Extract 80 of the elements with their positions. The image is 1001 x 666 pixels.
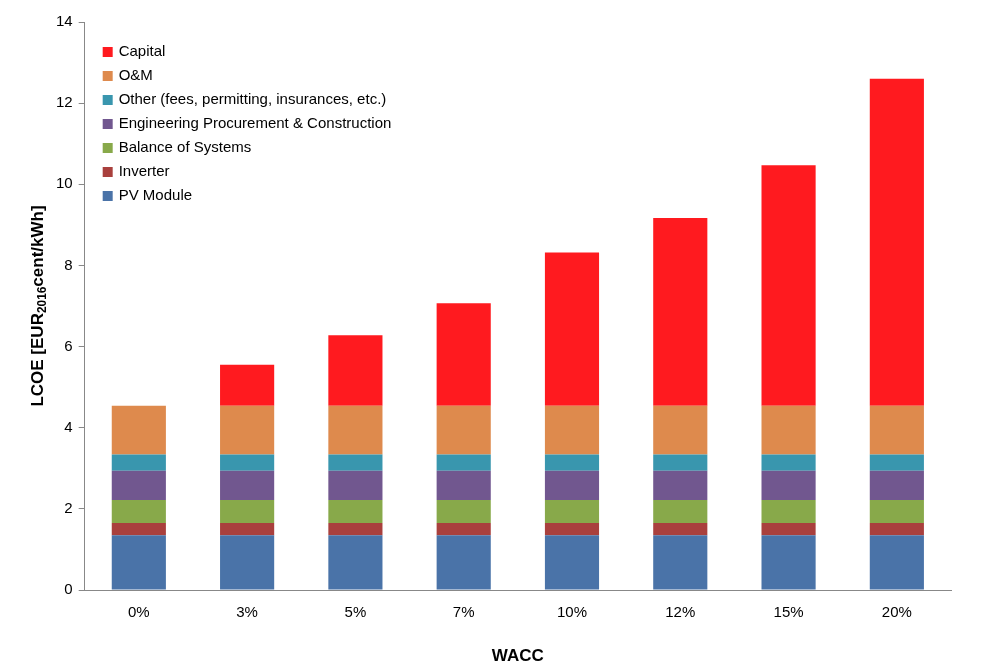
x-tick-label: 15% bbox=[773, 603, 804, 621]
bar bbox=[869, 78, 924, 406]
bar bbox=[869, 470, 924, 500]
x-tick-label: 20% bbox=[881, 603, 912, 621]
bar bbox=[111, 535, 166, 590]
bar bbox=[111, 405, 166, 455]
bar bbox=[328, 523, 383, 536]
bar bbox=[220, 364, 275, 406]
bar bbox=[436, 454, 491, 471]
legend-label: Inverter bbox=[118, 162, 170, 180]
bar bbox=[111, 470, 166, 500]
bar bbox=[328, 335, 383, 406]
legend-label: O&M bbox=[118, 66, 153, 84]
bar bbox=[653, 454, 708, 471]
x-tick-label: 12% bbox=[665, 603, 696, 621]
legend-label: Other (fees, permitting, insurances, etc.) bbox=[118, 90, 387, 108]
bar bbox=[111, 523, 166, 536]
bar bbox=[220, 535, 275, 590]
legend-label: Capital bbox=[118, 42, 166, 60]
bar bbox=[761, 454, 816, 471]
y-tick-label: 6 bbox=[64, 336, 73, 354]
x-tick-label: 10% bbox=[556, 603, 587, 621]
bar bbox=[111, 499, 166, 524]
bar bbox=[544, 454, 600, 471]
bar bbox=[544, 405, 600, 455]
bar bbox=[220, 454, 275, 471]
bar bbox=[328, 499, 383, 524]
legend-label: Balance of Systems bbox=[118, 138, 252, 156]
bar bbox=[761, 523, 816, 536]
bar bbox=[436, 303, 491, 406]
bar bbox=[544, 499, 600, 524]
bar bbox=[761, 470, 816, 500]
y-axis-title: LCOE [EUR2016cent/kWh] bbox=[27, 205, 50, 407]
bar bbox=[761, 165, 816, 406]
bar bbox=[653, 523, 708, 536]
bar bbox=[220, 405, 275, 455]
bar bbox=[436, 405, 491, 455]
bar bbox=[653, 405, 708, 455]
legend-label: PV Module bbox=[118, 186, 193, 204]
bar bbox=[653, 217, 708, 406]
x-tick-label: 3% bbox=[236, 603, 258, 621]
y-tick-label: 14 bbox=[56, 12, 73, 30]
bar bbox=[111, 454, 166, 471]
bar bbox=[869, 405, 924, 455]
x-tick-label: 7% bbox=[452, 603, 475, 621]
bar bbox=[869, 523, 924, 536]
bar bbox=[328, 405, 383, 455]
bar bbox=[869, 454, 924, 471]
x-axis-title: WACC bbox=[491, 645, 544, 665]
bar bbox=[544, 252, 600, 406]
bar bbox=[436, 499, 491, 524]
legend-label: Engineering Procurement & Construction bbox=[118, 114, 392, 132]
bar bbox=[220, 523, 275, 536]
y-tick-label: 4 bbox=[64, 417, 73, 435]
bar bbox=[436, 535, 491, 590]
y-tick-label: 0 bbox=[64, 580, 73, 598]
bar bbox=[869, 499, 924, 524]
bar bbox=[653, 535, 708, 590]
y-tick-label: 12 bbox=[56, 93, 73, 111]
bar bbox=[869, 535, 924, 590]
bar bbox=[436, 470, 491, 500]
bar bbox=[544, 535, 600, 590]
bar bbox=[328, 454, 383, 471]
bar bbox=[544, 470, 600, 500]
y-tick-label: 8 bbox=[64, 255, 73, 273]
y-tick-label: 2 bbox=[64, 499, 73, 516]
bar bbox=[436, 523, 491, 536]
bar bbox=[761, 405, 816, 455]
bar bbox=[653, 470, 708, 500]
bar bbox=[653, 499, 708, 524]
y-tick-label: 10 bbox=[56, 174, 73, 192]
x-tick-label: 5% bbox=[344, 603, 367, 621]
bar bbox=[761, 499, 816, 524]
bar bbox=[328, 470, 383, 500]
bar bbox=[328, 535, 383, 590]
bar bbox=[544, 523, 600, 536]
bar bbox=[761, 535, 816, 590]
bar bbox=[220, 470, 275, 500]
x-tick-label: 0% bbox=[127, 603, 150, 621]
bar bbox=[220, 499, 275, 524]
